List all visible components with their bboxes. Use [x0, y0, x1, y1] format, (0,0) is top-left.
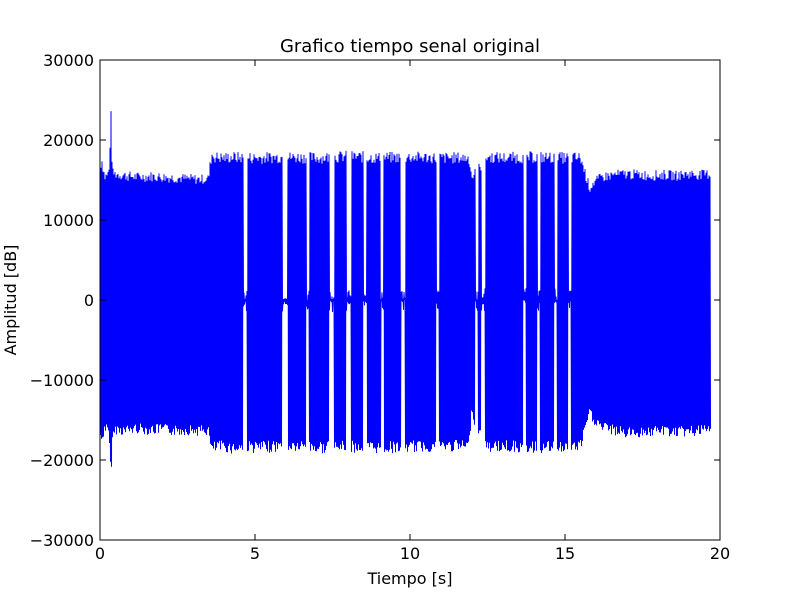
x-tick-label: 15: [555, 544, 575, 563]
y-tick-label: 20000: [43, 131, 94, 150]
x-tick-label: 5: [250, 544, 260, 563]
y-tick-label: −30000: [30, 531, 94, 550]
x-tick-label: 0: [95, 544, 105, 563]
y-tick-label: −10000: [30, 371, 94, 390]
axes: 0 5 10 15 20 −30000 −20000 −10000 0 10000 20000 300…: [30, 51, 730, 563]
x-tick-label: 20: [710, 544, 730, 563]
y-tick-label: 30000: [43, 51, 94, 70]
y-axis-label: Amplitud [dB]: [1, 245, 20, 356]
chart-title: Grafico tiempo senal original: [280, 36, 540, 57]
y-tick-label: 10000: [43, 211, 94, 230]
series-line: [99, 111, 711, 467]
x-tick-label: 10: [400, 544, 420, 563]
y-tick-label: 0: [84, 291, 94, 310]
x-axis-label: Tiempo [s]: [366, 569, 452, 588]
plot-area: [99, 111, 711, 467]
y-tick-label: −20000: [30, 451, 94, 470]
